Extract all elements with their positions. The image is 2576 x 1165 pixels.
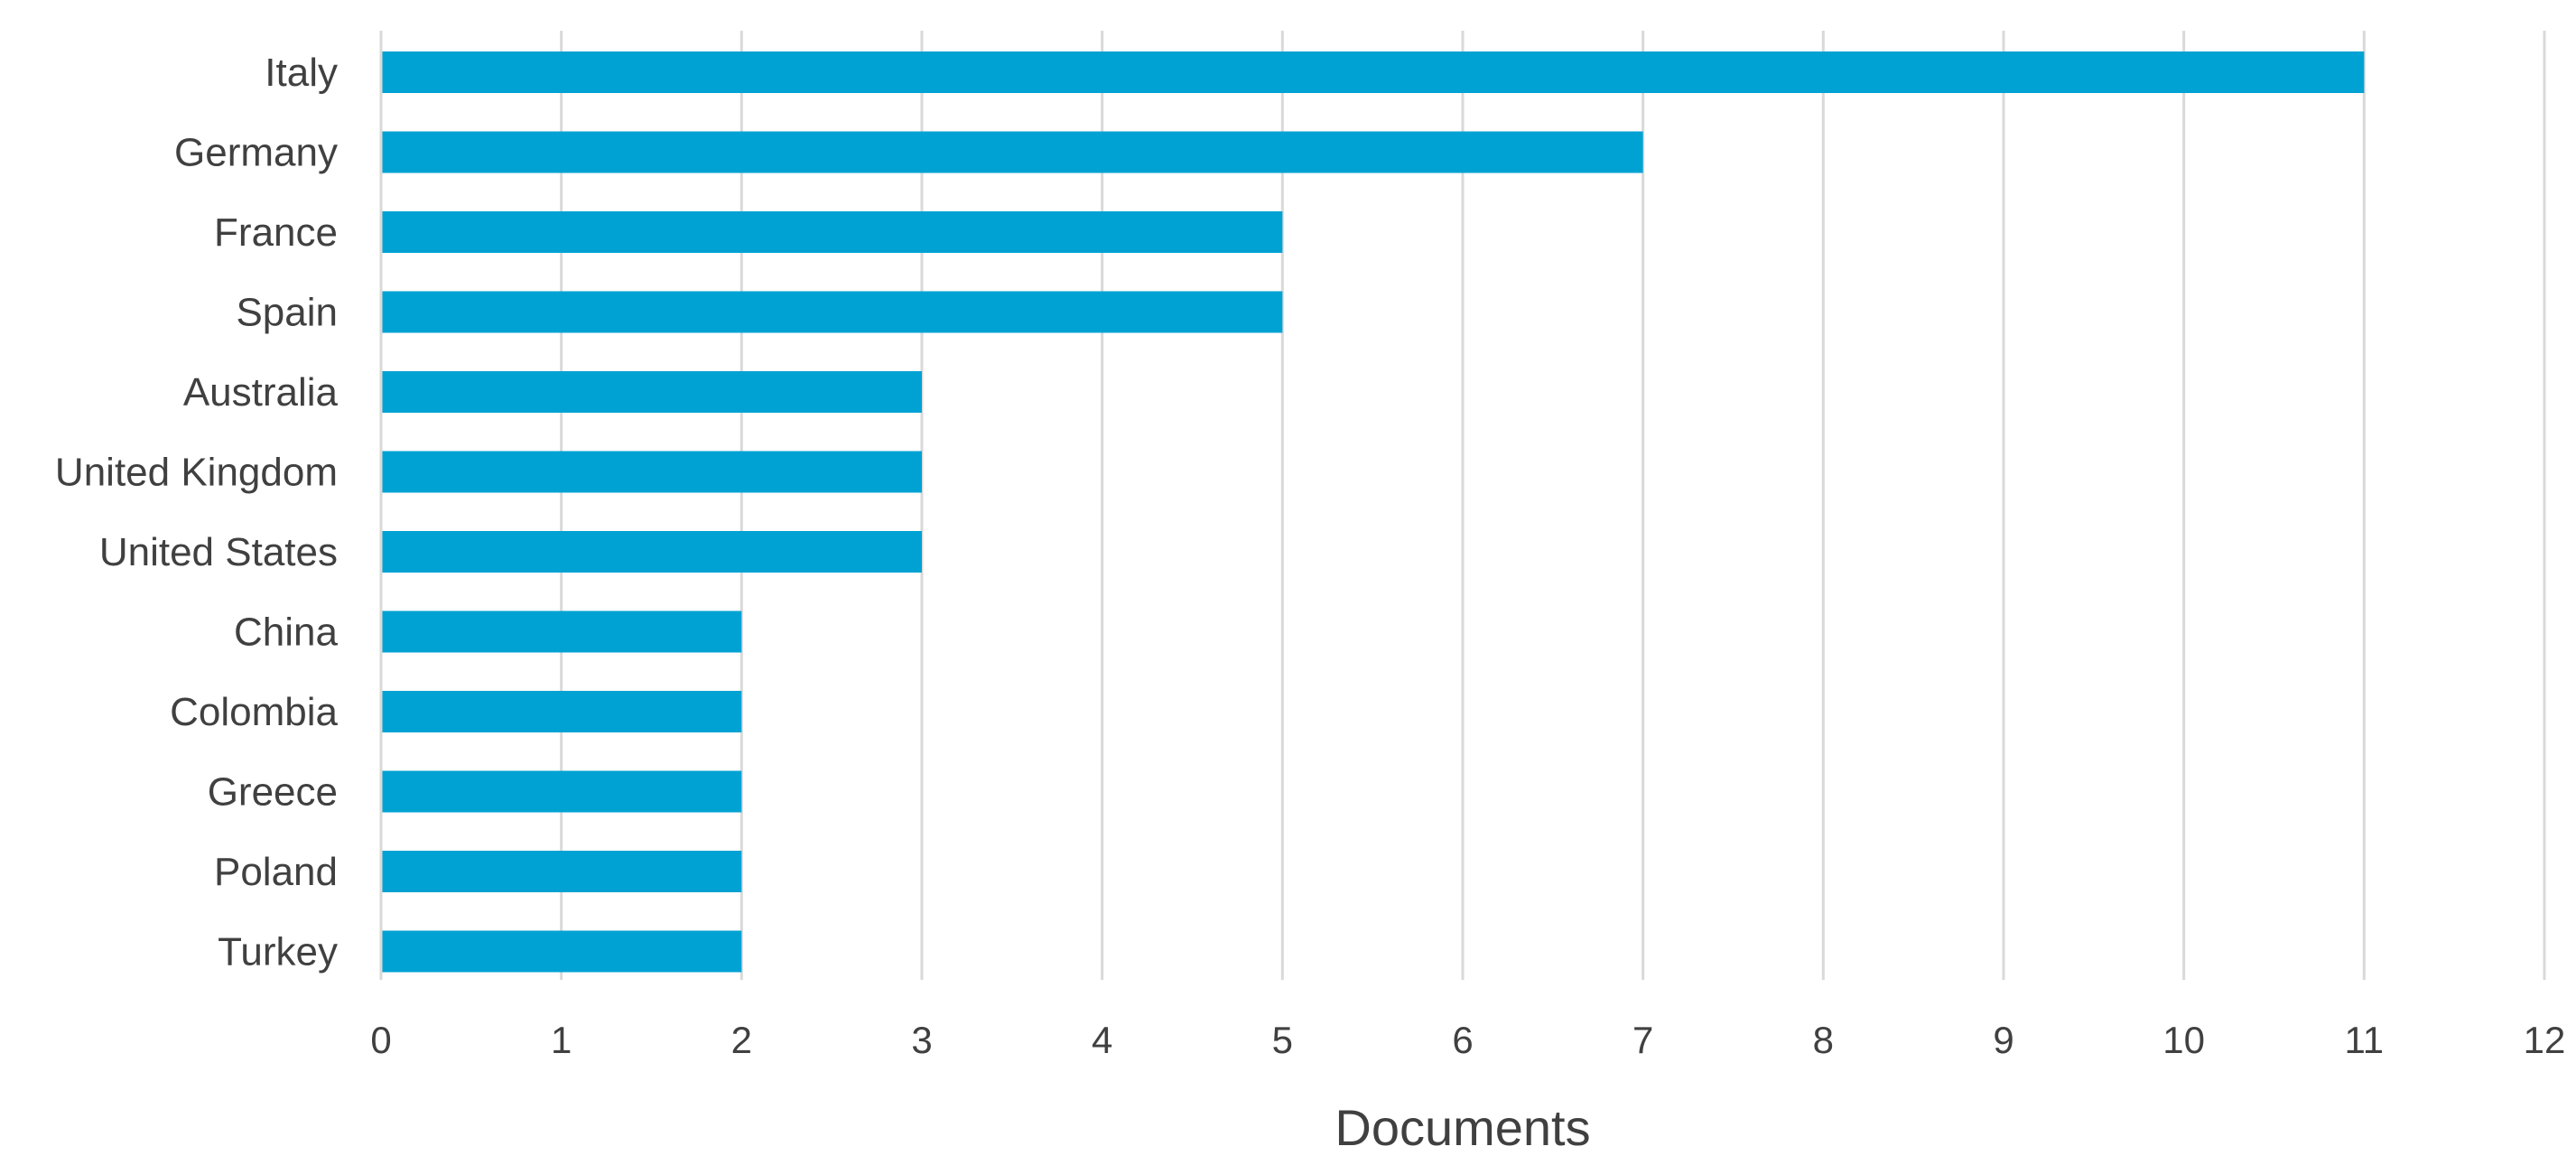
category-label: France xyxy=(214,210,338,255)
x-tick-label: 1 xyxy=(551,1019,572,1061)
x-tick-label: 11 xyxy=(2345,1019,2385,1061)
category-label: Italy xyxy=(265,51,338,95)
category-label: Germany xyxy=(174,131,338,175)
category-label: Turkey xyxy=(218,930,338,974)
category-label: Australia xyxy=(183,370,339,415)
category-label: Poland xyxy=(214,850,338,894)
category-label: Colombia xyxy=(170,690,338,734)
x-tick-label: 9 xyxy=(1993,1019,2013,1061)
x-axis-title: Documents xyxy=(1334,1099,1590,1156)
category-labels: Italy Germany France Spain Australia United K… xyxy=(55,51,339,974)
x-tick-label: 12 xyxy=(2524,1019,2566,1061)
bar-poland xyxy=(381,851,742,892)
bar-china xyxy=(381,610,742,653)
x-tick-label: 5 xyxy=(1272,1019,1293,1061)
x-tick-label: 8 xyxy=(1813,1019,1834,1061)
x-tick-label: 0 xyxy=(370,1019,391,1061)
bar-germany xyxy=(381,131,1643,173)
x-tick-label: 2 xyxy=(731,1019,752,1061)
bar-turkey xyxy=(381,930,742,973)
x-tick-label: 10 xyxy=(2162,1019,2205,1061)
bar-colombia xyxy=(381,691,742,732)
bars xyxy=(381,51,2365,973)
bar-greece xyxy=(381,770,742,813)
category-label: United Kingdom xyxy=(55,451,338,495)
category-label: China xyxy=(234,610,338,655)
x-tick-label: 6 xyxy=(1452,1019,1473,1061)
bar-spain xyxy=(381,291,1283,333)
category-label: Spain xyxy=(236,291,338,335)
category-label: United States xyxy=(99,530,338,574)
bar-australia xyxy=(381,371,922,413)
x-tick-label: 3 xyxy=(911,1019,932,1061)
bar-france xyxy=(381,211,1283,253)
x-tick-label: 7 xyxy=(1632,1019,1653,1061)
gridlines xyxy=(560,31,2546,980)
x-tick-labels: 0 1 2 3 4 5 6 7 8 9 10 11 12 xyxy=(370,1019,2565,1061)
bar-united-states xyxy=(381,531,922,573)
x-tick-label: 4 xyxy=(1092,1019,1112,1061)
category-label: Greece xyxy=(208,770,338,815)
bar-united-kingdom xyxy=(381,451,922,493)
bar-italy xyxy=(381,51,2365,93)
